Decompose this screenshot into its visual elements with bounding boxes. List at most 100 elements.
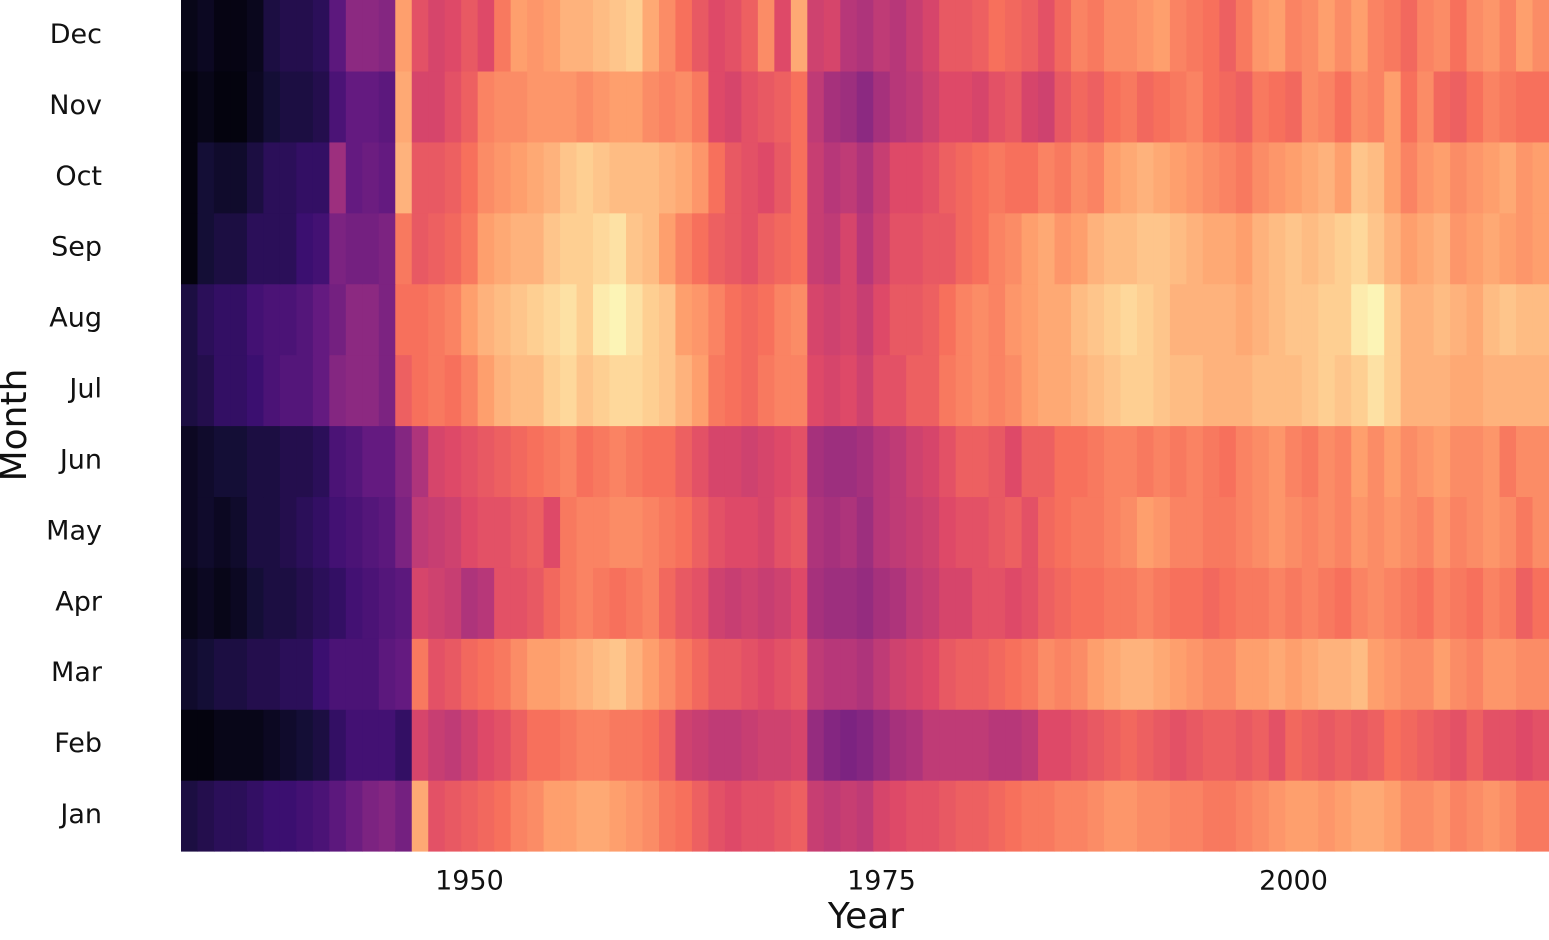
heatmap-cell <box>873 70 891 143</box>
heatmap-cell <box>527 70 545 143</box>
heatmap-cell <box>576 638 594 710</box>
heatmap-cell <box>1466 567 1484 639</box>
heatmap-cell <box>1466 70 1484 143</box>
heatmap-cell <box>939 283 957 356</box>
heatmap-cell <box>1318 425 1336 498</box>
heatmap-cell <box>708 70 726 143</box>
heatmap-cell <box>1087 638 1105 710</box>
heatmap-cell <box>345 709 363 781</box>
heatmap-cell <box>527 283 545 356</box>
heatmap-cell <box>296 0 314 72</box>
heatmap-cell <box>362 212 380 285</box>
heatmap-cell <box>1516 496 1534 568</box>
heatmap-cell <box>1351 709 1369 781</box>
heatmap-cell <box>691 212 710 285</box>
heatmap-cell <box>494 141 512 214</box>
heatmap-cell <box>1219 780 1237 852</box>
heatmap-cell <box>906 212 924 285</box>
heatmap-cell <box>1450 567 1468 639</box>
heatmap-cell <box>790 141 808 214</box>
heatmap-cell <box>1136 496 1155 568</box>
heatmap-cell <box>1318 212 1336 285</box>
heatmap-cell <box>560 709 578 781</box>
heatmap-cell <box>790 354 808 427</box>
heatmap-cell <box>658 141 677 214</box>
heatmap-cell <box>1516 638 1534 710</box>
heatmap-cell <box>1499 283 1517 356</box>
heatmap-cell <box>1120 567 1138 639</box>
heatmap-cell <box>658 425 677 498</box>
heatmap-cell <box>922 283 940 356</box>
heatmap-cell <box>1054 780 1072 852</box>
heatmap-cell <box>411 425 429 498</box>
heatmap-cell <box>1005 638 1023 710</box>
heatmap-cell <box>1532 780 1549 852</box>
heatmap-cell <box>1351 780 1369 852</box>
heatmap-cell <box>1186 212 1204 285</box>
heatmap-cell <box>741 0 759 72</box>
heatmap-cell <box>263 70 281 143</box>
heatmap-cell <box>856 780 874 852</box>
heatmap-cell <box>658 0 677 72</box>
heatmap-cell <box>378 212 396 285</box>
heatmap-cell <box>757 141 775 214</box>
heatmap-cell <box>724 638 742 710</box>
heatmap-cell <box>263 709 281 781</box>
heatmap-cell <box>988 567 1006 639</box>
heatmap-cell <box>823 496 841 568</box>
heatmap-cell <box>1499 709 1517 781</box>
heatmap-cell <box>1071 425 1089 498</box>
heatmap-cell <box>774 283 792 356</box>
heatmap-cell <box>856 567 874 639</box>
heatmap-cell <box>889 212 907 285</box>
heatmap-cell <box>263 780 281 852</box>
heatmap-cell <box>461 141 479 214</box>
heatmap-cell <box>395 425 413 498</box>
heatmap-cell <box>444 212 462 285</box>
heatmap-cell <box>1433 212 1451 285</box>
heatmap-cell <box>757 354 775 427</box>
heatmap-cell <box>1301 141 1319 214</box>
heatmap-cell <box>1186 638 1204 710</box>
heatmap-cell <box>1235 212 1253 285</box>
heatmap-cell <box>263 567 281 639</box>
heatmap-cell <box>527 0 545 72</box>
heatmap-cell <box>609 496 627 568</box>
heatmap-cell <box>395 0 413 72</box>
heatmap-cell <box>1334 283 1352 356</box>
heatmap-cell <box>691 283 710 356</box>
heatmap-cell <box>428 141 446 214</box>
heatmap-cell <box>807 709 825 781</box>
heatmap-cell <box>1400 638 1418 710</box>
heatmap-cells <box>181 0 1549 852</box>
heatmap-cell <box>1021 283 1039 356</box>
heatmap-cell <box>1384 354 1402 427</box>
heatmap-cell <box>856 212 874 285</box>
heatmap-cell <box>1021 0 1039 72</box>
heatmap-cell <box>1252 283 1270 356</box>
heatmap-cell <box>1450 496 1468 568</box>
heatmap-cell <box>1038 425 1056 498</box>
heatmap-cell <box>181 496 199 568</box>
heatmap-cell <box>807 567 825 639</box>
heatmap-cell <box>279 496 297 568</box>
heatmap-cell <box>1087 425 1105 498</box>
heatmap-cell <box>395 709 413 781</box>
heatmap-cell <box>1433 141 1451 214</box>
heatmap-cell <box>741 496 759 568</box>
heatmap-cell <box>246 212 265 285</box>
heatmap-cell <box>1268 0 1286 72</box>
heatmap-cell <box>527 354 545 427</box>
heatmap-cell <box>279 141 297 214</box>
heatmap-cell <box>593 283 611 356</box>
heatmap-cell <box>345 638 363 710</box>
heatmap-cell <box>1384 638 1402 710</box>
heatmap-cell <box>428 496 446 568</box>
heatmap-cell <box>543 638 561 710</box>
heatmap-cell <box>510 354 528 427</box>
heatmap-cell <box>1334 70 1352 143</box>
heatmap-cell <box>1483 709 1501 781</box>
heatmap-cell <box>873 354 891 427</box>
heatmap-cell <box>197 283 215 356</box>
heatmap-cell <box>906 709 924 781</box>
